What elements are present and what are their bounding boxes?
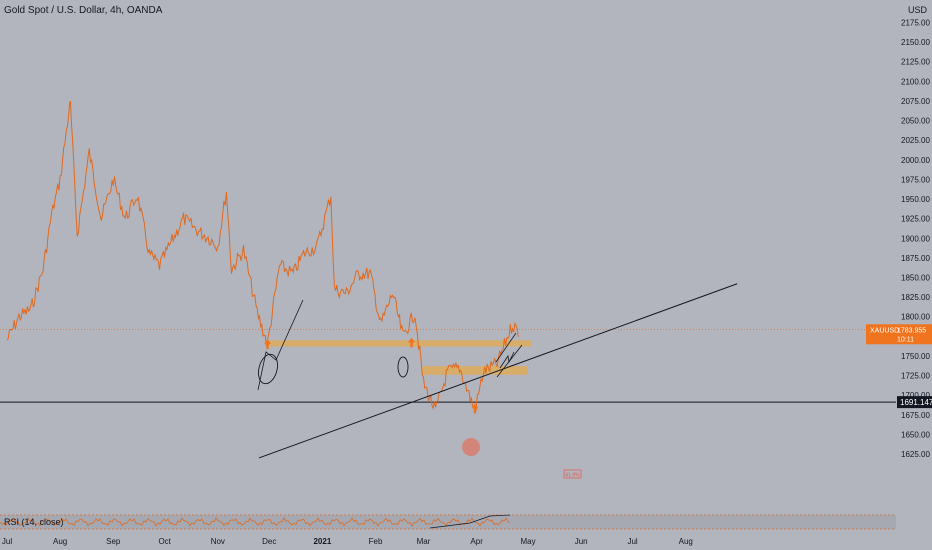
annotation-label: 61.8% xyxy=(565,473,580,479)
support-price-value: 1691.147 xyxy=(900,398,932,407)
x-tick-label: Jul xyxy=(2,537,12,546)
y-tick-label: 1675.00 xyxy=(901,411,930,420)
y-tick-label: 1725.00 xyxy=(901,372,930,381)
circle-marker xyxy=(397,356,409,378)
y-tick-label: 2150.00 xyxy=(901,38,930,47)
x-tick-label: Sep xyxy=(106,537,121,546)
price-series xyxy=(6,100,519,411)
circle-marker xyxy=(462,438,480,456)
arrow-up-icon xyxy=(264,339,272,350)
y-tick-label: 2175.00 xyxy=(901,19,930,28)
rsi-line xyxy=(0,517,511,527)
x-tick-label: Aug xyxy=(53,537,67,546)
arrow-up-icon xyxy=(408,337,416,348)
x-tick-label: May xyxy=(520,537,535,546)
currency-label: USD xyxy=(908,5,928,15)
y-tick-label: 1625.00 xyxy=(901,450,930,459)
arrow-up-icon xyxy=(471,403,479,414)
y-tick-label: 1800.00 xyxy=(901,313,930,322)
y-tick-label: 2025.00 xyxy=(901,136,930,145)
circle-marker xyxy=(258,353,278,385)
x-tick-label: Nov xyxy=(211,537,225,546)
y-tick-label: 1825.00 xyxy=(901,293,930,302)
rsi-divergence-line xyxy=(429,514,511,529)
current-price-tag xyxy=(866,324,932,345)
y-tick-label: 1975.00 xyxy=(901,175,930,184)
support-zone xyxy=(267,340,532,347)
x-tick-label: Dec xyxy=(262,537,276,546)
x-tick-label: Oct xyxy=(158,537,171,546)
x-tick-label: Mar xyxy=(417,537,431,546)
x-tick-label: 2021 xyxy=(313,537,331,546)
trendline xyxy=(258,283,738,459)
chart-title: Gold Spot / U.S. Dollar, 4h, OANDA xyxy=(4,5,163,16)
x-tick-label: Aug xyxy=(679,537,693,546)
y-tick-label: 2125.00 xyxy=(901,58,930,67)
y-tick-label: 2050.00 xyxy=(901,117,930,126)
rsi-label: RSI (14, close) xyxy=(4,517,64,527)
support-zone xyxy=(421,366,529,375)
y-tick-label: 2075.00 xyxy=(901,97,930,106)
x-tick-label: Apr xyxy=(470,537,483,546)
countdown-timer: 10:11 xyxy=(897,336,914,343)
y-tick-label: 1900.00 xyxy=(901,234,930,243)
pattern-line xyxy=(257,299,304,391)
x-tick-label: Jun xyxy=(575,537,588,546)
y-tick-label: 1950.00 xyxy=(901,195,930,204)
current-price-value: 1783.955 xyxy=(897,327,926,334)
x-tick-label: Jul xyxy=(627,537,637,546)
y-tick-label: 2100.00 xyxy=(901,77,930,86)
current-price-symbol: XAUUSD xyxy=(870,327,899,334)
y-tick-label: 1750.00 xyxy=(901,352,930,361)
y-tick-label: 1650.00 xyxy=(901,430,930,439)
channel-zigzag xyxy=(499,351,515,369)
y-tick-label: 1700.00 xyxy=(901,391,930,400)
y-tick-label: 1850.00 xyxy=(901,273,930,282)
x-tick-label: Feb xyxy=(369,537,383,546)
y-tick-label: 1875.00 xyxy=(901,254,930,263)
annotation-box xyxy=(563,469,582,479)
y-tick-label: 2000.00 xyxy=(901,156,930,165)
support-price-tag xyxy=(897,396,932,409)
y-tick-label: 1925.00 xyxy=(901,215,930,224)
